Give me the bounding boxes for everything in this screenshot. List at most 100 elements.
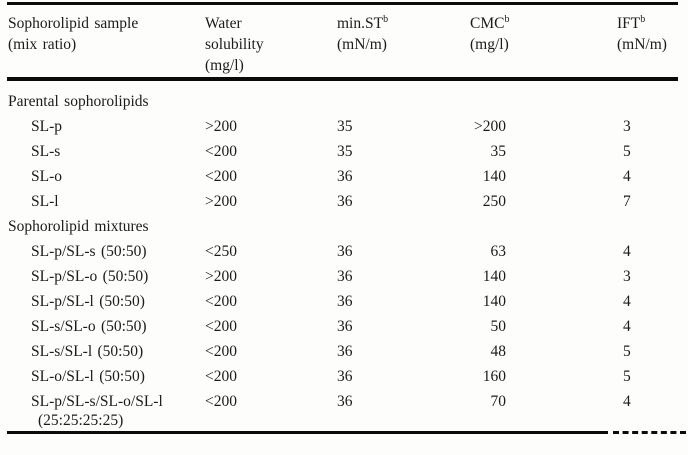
cell-min_st: 36 <box>337 393 353 410</box>
column-header-line: Sophorolipid sample <box>8 15 139 32</box>
table-row: SL-s/SL-l (50:50) <200 36 48 5 <box>8 339 688 364</box>
cell-min_st: 36 <box>337 243 353 260</box>
cell-min_st: 35 <box>337 118 353 135</box>
footnote-marker: b <box>640 13 646 25</box>
footnote-marker: b <box>504 13 510 25</box>
cell-cmc: 70 <box>490 393 507 410</box>
cell-min_st: 36 <box>337 193 353 210</box>
table-row: SL-p/SL-s/SL-o/SL-l (25:25:25:25) <200 36 70… <box>8 389 688 431</box>
cell-ift: 4 <box>623 393 631 410</box>
table-row: SL-p/SL-s (50:50) <250 36 63 4 <box>8 239 688 264</box>
cell-ift: 4 <box>623 168 631 185</box>
column-header-line: Water <box>205 15 242 32</box>
cell-sample: SL-p <box>8 114 205 139</box>
section-title: Parental sophorolipids <box>8 93 149 110</box>
table-row: SL-s <200 35 35 5 <box>8 139 688 164</box>
sample-name-line: SL-l <box>31 193 59 210</box>
table-top-rule <box>7 2 678 5</box>
cell-min_st: 35 <box>337 143 353 160</box>
column-header-line: (mg/l) <box>205 57 244 74</box>
cell-cmc: >200 <box>474 118 506 135</box>
sample-name-line: SL-p/SL-s (50:50) <box>31 243 147 260</box>
cell-cmc: 160 <box>482 368 506 385</box>
cell-ift: 7 <box>623 193 631 210</box>
sample-name-line: SL-p/SL-l (50:50) <box>31 293 145 310</box>
table-header-row: Sophorolipid sample (mix ratio) Water solub… <box>8 13 688 76</box>
sample-name-line: SL-o/SL-l (50:50) <box>31 368 145 385</box>
cell-ift: 3 <box>623 118 631 135</box>
cell-sample: SL-o <box>8 164 205 189</box>
cell-sample: SL-p/SL-s/SL-o/SL-l (25:25:25:25) <box>8 389 205 431</box>
cell-cmc: 50 <box>490 318 507 335</box>
cell-solubility: >200 <box>205 268 237 285</box>
table-header-rule <box>7 77 678 81</box>
column-header-line: min.STb <box>337 13 389 32</box>
footnote-marker: b <box>383 13 389 25</box>
column-header-line: (mg/l) <box>470 36 509 53</box>
cell-solubility: >200 <box>205 193 237 210</box>
table-bottom-rule <box>7 431 608 434</box>
cell-ift: 5 <box>623 368 631 385</box>
cell-cmc: 250 <box>482 193 506 210</box>
cell-sample: SL-p/SL-s (50:50) <box>8 239 205 264</box>
column-header-min_st: min.STb (mN/m) <box>337 13 470 55</box>
cell-min_st: 36 <box>337 368 353 385</box>
cell-cmc: 140 <box>482 168 506 185</box>
cell-solubility: <200 <box>205 393 237 410</box>
column-header-line: (mN/m) <box>617 36 667 53</box>
cell-ift: 4 <box>623 243 631 260</box>
cell-ift: 4 <box>623 293 631 310</box>
sample-name-line: SL-p <box>31 118 62 135</box>
column-header-line: (mN/m) <box>337 36 387 53</box>
cell-min_st: 36 <box>337 268 353 285</box>
column-header-solubility: Water solubility (mg/l) <box>205 13 337 76</box>
sample-name-line: SL-p/SL-o (50:50) <box>31 268 149 285</box>
cell-min_st: 36 <box>337 168 353 185</box>
section-title: Sophorolipid mixtures <box>8 218 149 235</box>
column-header-sample: Sophorolipid sample (mix ratio) <box>8 13 205 55</box>
cell-sample: SL-s <box>8 139 205 164</box>
cell-cmc: 35 <box>490 143 507 160</box>
column-header-ift: IFTb (mN/m) <box>617 13 680 55</box>
column-header-cmc: CMCb (mg/l) <box>470 13 617 55</box>
table-row: SL-o/SL-l (50:50) <200 36 160 5 <box>8 364 688 389</box>
column-header-line: solubility <box>205 36 264 53</box>
cell-sample: SL-p/SL-o (50:50) <box>8 264 205 289</box>
cell-ift: 5 <box>623 143 631 160</box>
cell-solubility: <200 <box>205 368 237 385</box>
table-body: Parental sophorolipids SL-p >200 35 >200 3 SL-… <box>8 89 688 431</box>
column-header-line: (mix ratio) <box>8 36 77 53</box>
cell-cmc: 140 <box>482 268 506 285</box>
cell-min_st: 36 <box>337 343 353 360</box>
cell-sample: SL-s/SL-o (50:50) <box>8 314 205 339</box>
sample-name-line: SL-s/SL-l (50:50) <box>31 343 144 360</box>
cell-sample: SL-s/SL-l (50:50) <box>8 339 205 364</box>
table-row: SL-p >200 35 >200 3 <box>8 114 688 139</box>
table-row: SL-s/SL-o (50:50) <200 36 50 4 <box>8 314 688 339</box>
sample-name-line: (25:25:25:25) <box>38 412 124 429</box>
sample-name-line: SL-p/SL-s/SL-o/SL-l <box>31 393 163 410</box>
cell-solubility: <200 <box>205 343 237 360</box>
bottom-rule-dashed-artifact <box>613 431 686 434</box>
cell-solubility: >200 <box>205 118 237 135</box>
sample-name-line: SL-s <box>31 143 61 160</box>
table-row: SL-o <200 36 140 4 <box>8 164 688 189</box>
sample-name-line: SL-o <box>31 168 62 185</box>
cell-min_st: 36 <box>337 293 353 310</box>
cell-ift: 5 <box>623 343 631 360</box>
table-row: SL-p/SL-o (50:50) >200 36 140 3 <box>8 264 688 289</box>
cell-sample: SL-p/SL-l (50:50) <box>8 289 205 314</box>
column-header-line: CMCb <box>470 13 510 32</box>
table-row: SL-p/SL-l (50:50) <200 36 140 4 <box>8 289 688 314</box>
sample-name-line: SL-s/SL-o (50:50) <box>31 318 147 335</box>
cell-solubility: <250 <box>205 243 237 260</box>
column-header-line: IFTb <box>617 13 646 32</box>
cell-solubility: <200 <box>205 318 237 335</box>
cell-min_st: 36 <box>337 318 353 335</box>
cell-cmc: 63 <box>490 243 507 260</box>
cell-ift: 4 <box>623 318 631 335</box>
cell-cmc: 48 <box>490 343 507 360</box>
cell-cmc: 140 <box>482 293 506 310</box>
cell-solubility: <200 <box>205 293 237 310</box>
